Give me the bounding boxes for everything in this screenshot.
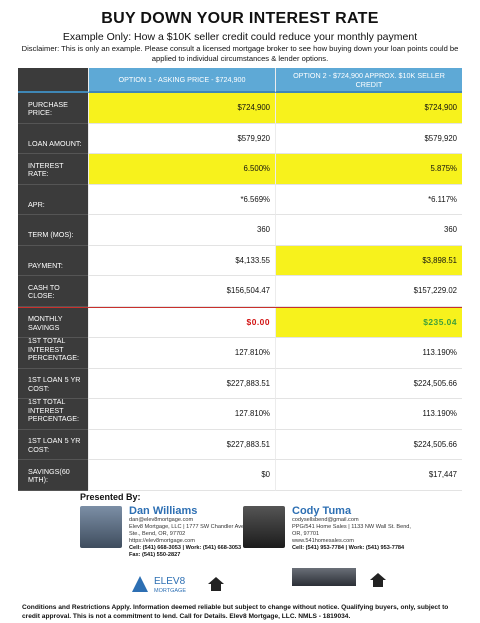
person-contact: Fax: (541) 550-2827 bbox=[129, 552, 181, 558]
value-cell: $235.04 bbox=[275, 307, 462, 338]
equal-housing-icon bbox=[370, 573, 386, 587]
value-cell: *6.117% bbox=[275, 184, 462, 215]
value-cell: 113.190% bbox=[275, 338, 462, 369]
value-cell: 113.190% bbox=[275, 399, 462, 430]
row-label: 1ST TOTAL INTEREST PERCENTAGE: bbox=[18, 336, 88, 369]
row-label: CASH TO CLOSE: bbox=[18, 276, 88, 307]
column-header: OPTION 2 - $724,900 APPROX. $10K SELLER … bbox=[275, 68, 462, 93]
value-cell: $724,900 bbox=[88, 93, 275, 124]
value-cell: $157,229.02 bbox=[275, 276, 462, 307]
row-label: APR: bbox=[18, 184, 88, 215]
table-row: 1ST LOAN 5 YR COST: $227,883.51 $224,505.6… bbox=[18, 429, 462, 460]
table-row: PAYMENT: $4,133.55 $3,898.51 bbox=[18, 245, 462, 276]
comparison-table: OPTION 1 - ASKING PRICE - $724,900 OPTION… bbox=[18, 68, 462, 491]
person-card: Cody Tuma codysellsbend@gmail.com PPG/54… bbox=[292, 505, 412, 552]
table-row: MONTHLY SAVINGS $0.00 $235.04 bbox=[18, 306, 462, 338]
person-info: dan@elev8mortgage.com bbox=[129, 517, 194, 523]
value-cell: $224,505.66 bbox=[275, 368, 462, 399]
value-cell: $3,898.51 bbox=[275, 245, 462, 276]
table-row: PURCHASE PRICE: $724,900 $724,900 bbox=[18, 93, 462, 124]
value-cell: $224,505.66 bbox=[275, 429, 462, 460]
row-label: TERM (MOS): bbox=[18, 215, 88, 246]
person-contact: Cell: (541) 953-7784 | Work: (541) 953-7… bbox=[292, 545, 405, 551]
table-row: SAVINGS(60 MTH): $0 $17,447 bbox=[18, 460, 462, 491]
value-cell: $17,447 bbox=[275, 460, 462, 491]
presented-heading: Presented By: bbox=[80, 492, 141, 502]
table-row: 1ST LOAN 5 YR COST: $227,883.51 $224,505.6… bbox=[18, 368, 462, 399]
photo bbox=[80, 506, 122, 548]
logo: ELEV8 MORTGAGE bbox=[132, 576, 186, 594]
value-cell: *6.569% bbox=[88, 184, 275, 215]
value-cell: 5.875% bbox=[275, 154, 462, 185]
row-label: PURCHASE PRICE: bbox=[18, 93, 88, 124]
person-info: codysellsbend@gmail.com bbox=[292, 517, 359, 523]
row-label: PAYMENT: bbox=[18, 245, 88, 276]
value-cell: $227,883.51 bbox=[88, 368, 275, 399]
logo-text: ELEV8 bbox=[154, 576, 186, 587]
table-row: 1ST TOTAL INTEREST PERCENTAGE: 127.810% 11… bbox=[18, 397, 462, 430]
person-name: Cody Tuma bbox=[292, 505, 352, 517]
photo bbox=[243, 506, 285, 548]
person-info: www.541homesales.com bbox=[292, 538, 354, 544]
logo bbox=[292, 568, 356, 586]
row-label: SAVINGS(60 MTH): bbox=[18, 460, 88, 491]
table-row: INTEREST RATE: 6.500% 5.875% bbox=[18, 154, 462, 185]
value-cell: 127.810% bbox=[88, 338, 275, 369]
subtitle: Example Only: How a $10K seller credit c… bbox=[62, 31, 418, 43]
row-label: LOAN AMOUNT: bbox=[18, 123, 88, 154]
row-label: MONTHLY SAVINGS bbox=[18, 307, 88, 338]
row-label: 1ST LOAN 5 YR COST: bbox=[18, 429, 88, 460]
table-row: TERM (MOS): 360 360 bbox=[18, 215, 462, 246]
table-row: APR: *6.569% *6.117% bbox=[18, 184, 462, 215]
row-label: 1ST TOTAL INTEREST PERCENTAGE: bbox=[18, 397, 88, 430]
equal-housing-icon bbox=[208, 577, 224, 591]
value-cell: $724,900 bbox=[275, 93, 462, 124]
value-cell: 360 bbox=[275, 215, 462, 246]
person-contact: Cell: (541) 668-3053 | Work: (541) 668-3… bbox=[129, 545, 242, 551]
person-card: Dan Williams dan@elev8mortgage.com Elev8… bbox=[129, 505, 264, 559]
value-cell: $0 bbox=[88, 460, 275, 491]
corner-cell bbox=[18, 68, 88, 93]
column-header: OPTION 1 - ASKING PRICE - $724,900 bbox=[88, 68, 275, 93]
value-cell: $579,920 bbox=[88, 123, 275, 154]
value-cell: $0.00 bbox=[88, 307, 275, 338]
table-row: 1ST TOTAL INTEREST PERCENTAGE: 127.810% 11… bbox=[18, 336, 462, 369]
value-cell: $156,504.47 bbox=[88, 276, 275, 307]
title: BUY DOWN YOUR INTEREST RATE bbox=[101, 10, 379, 27]
logo-text: MORTGAGE bbox=[154, 588, 186, 594]
value-cell: $579,920 bbox=[275, 123, 462, 154]
row-label: 1ST LOAN 5 YR COST: bbox=[18, 368, 88, 399]
footer: Conditions and Restrictions Apply. Infor… bbox=[22, 604, 449, 620]
value-cell: $227,883.51 bbox=[88, 429, 275, 460]
value-cell: 6.500% bbox=[88, 154, 275, 185]
person-info: PPG/541 Home Sales | 1133 NW Wall St. Be… bbox=[292, 524, 411, 537]
table-row: LOAN AMOUNT: $579,920 $579,920 bbox=[18, 123, 462, 154]
header-row: OPTION 1 - ASKING PRICE - $724,900 OPTION… bbox=[18, 68, 462, 93]
value-cell: 127.810% bbox=[88, 399, 275, 430]
row-label: INTEREST RATE: bbox=[18, 154, 88, 185]
disclaimer: Disclaimer: This is only an example. Ple… bbox=[21, 44, 459, 63]
value-cell: 360 bbox=[88, 215, 275, 246]
value-cell: $4,133.55 bbox=[88, 245, 275, 276]
person-info: Elev8 Mortgage, LLC | 1777 SW Chandler A… bbox=[129, 524, 254, 537]
person-info: https://elev8mortgage.com bbox=[129, 538, 195, 544]
table-row: CASH TO CLOSE: $156,504.47 $157,229.02 bbox=[18, 276, 462, 307]
person-name: Dan Williams bbox=[129, 505, 198, 517]
